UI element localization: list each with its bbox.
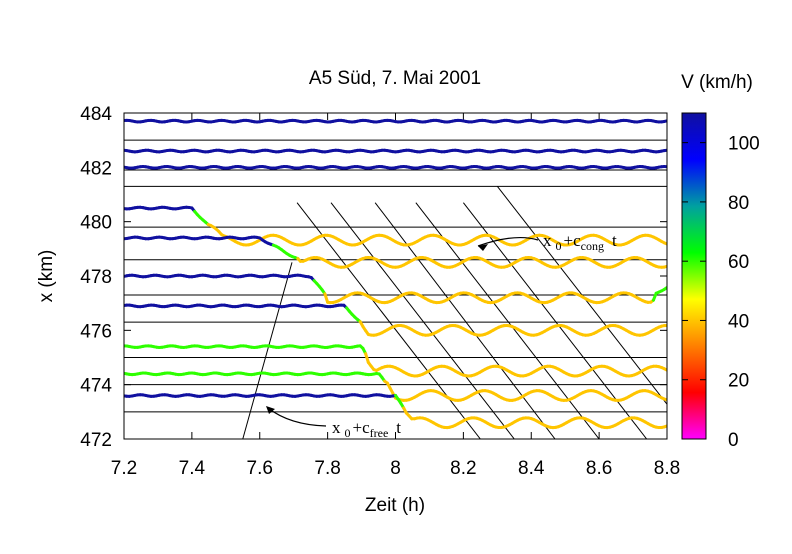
detector-series-line (124, 118, 667, 124)
y-tick-label: 474 (80, 376, 112, 397)
colorbar-label: V (km/h) (681, 72, 753, 93)
x-axis-label: Zeit (h) (365, 495, 425, 516)
colorbar (681, 112, 707, 440)
cong-wave-lines (242, 186, 667, 439)
colorbar-ticks: 0 20 40 60 80 100 (682, 134, 760, 451)
detector-series-line (124, 393, 667, 430)
cong-arrow (477, 236, 539, 247)
x-tick-label: 8.6 (586, 458, 612, 479)
detector-series-line (124, 371, 667, 402)
detector-series-line (124, 148, 667, 154)
detector-series-line (124, 273, 667, 305)
x-tick-label: 7.2 (111, 458, 137, 479)
annotations: x 0 +ccong t x 0 +cfree t (266, 231, 617, 440)
y-tick-label: 478 (80, 267, 112, 288)
free-wave-line (242, 262, 293, 439)
y-tick-label: 472 (80, 430, 112, 451)
free-arrow (267, 407, 327, 427)
detector-series (124, 118, 667, 430)
colorbar-tick-label: 0 (728, 430, 739, 451)
plot-frame (123, 112, 668, 440)
detector-series-line (124, 303, 667, 337)
x-tick-label: 8 (390, 458, 401, 479)
colorbar-tick-label: 20 (728, 371, 749, 392)
colorbar-tick-label: 60 (728, 252, 749, 273)
x-tick-label: 8.2 (450, 458, 476, 479)
y-axis-label: x (km) (36, 250, 57, 303)
cong-arrowhead (478, 244, 488, 251)
chart-title: A5 Süd, 7. Mai 2001 (309, 68, 481, 89)
y-tick-label: 484 (80, 104, 112, 125)
colorbar-tick-label: 100 (728, 134, 760, 155)
cong-wave-line (496, 186, 667, 405)
x-tick-label: 7.6 (247, 458, 273, 479)
x-tick-label: 8.4 (518, 458, 545, 479)
x-tick-label: 7.4 (179, 458, 206, 479)
detector-series-line (124, 165, 667, 170)
detector-series-line (124, 344, 667, 378)
y-axis: 472 474 476 478 480 482 484 (80, 104, 667, 451)
x-tick-label: 8.8 (654, 458, 680, 479)
x-axis: 7.2 7.4 7.6 7.8 8 8.2 8.4 8.6 8.8 (111, 113, 680, 479)
colorbar-tick-label: 80 (728, 193, 749, 214)
colorbar-tick-label: 40 (728, 311, 749, 332)
cong-line-label: x 0 +ccong t (543, 231, 617, 253)
y-tick-label: 476 (80, 321, 112, 342)
detector-series-line (124, 205, 667, 247)
cong-wave-line (374, 202, 556, 439)
free-line-label: x 0 +cfree t (332, 418, 401, 440)
detector-series-line (124, 235, 667, 269)
y-tick-label: 480 (80, 213, 112, 234)
x-tick-label: 7.8 (314, 458, 340, 479)
series-segment (364, 352, 370, 364)
free-arrowhead (266, 406, 275, 414)
y-tick-label: 482 (80, 158, 112, 179)
